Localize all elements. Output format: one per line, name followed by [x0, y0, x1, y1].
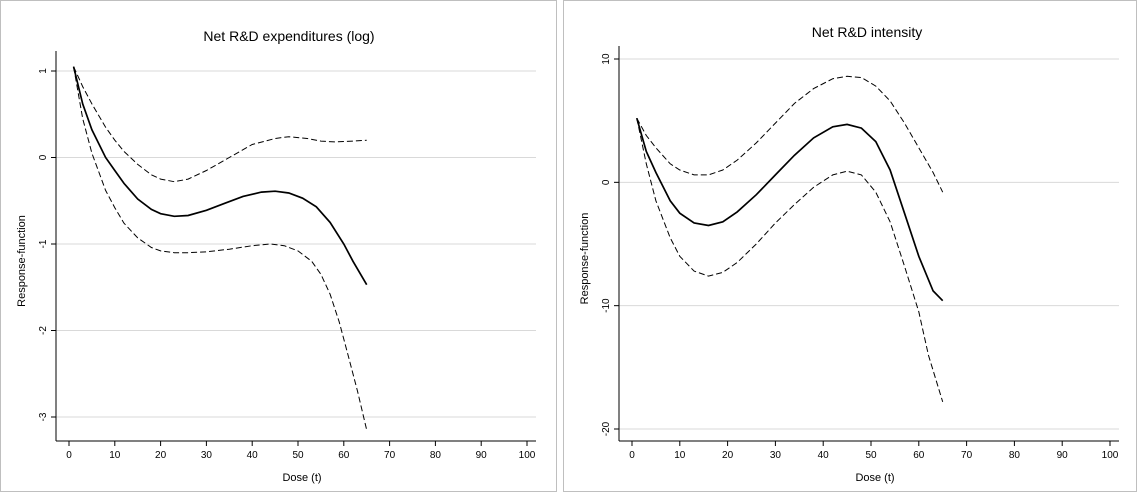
chart-title: Net R&D expenditures (log) [203, 28, 374, 44]
y-tick-label: 10 [601, 53, 612, 65]
x-tick-label: 50 [292, 450, 304, 461]
y-axis-label: Response-function [16, 215, 28, 307]
x-axis-label: Dose (t) [282, 472, 321, 484]
y-tick-label: -3 [38, 412, 49, 421]
x-tick-label: 20 [722, 450, 734, 461]
upper-ci-line [636, 75, 944, 193]
chart-left: Net R&D expenditures (log)10-1-2-30 10 20 3… [16, 28, 536, 484]
x-axis-label: Dose (t) [855, 472, 894, 484]
estimate-line [72, 66, 368, 286]
x-tick-label: 10 [109, 450, 121, 461]
x-tick-label: 30 [770, 450, 782, 461]
y-tick-label: -1 [38, 239, 49, 248]
x-tick-label: 60 [913, 450, 925, 461]
x-tick-label: 0 [66, 450, 72, 461]
y-tick-label: 1 [38, 68, 49, 74]
x-tick-label: 80 [1009, 450, 1021, 461]
x-tick-label: 30 [201, 450, 213, 461]
x-tick-label: 10 [674, 450, 686, 461]
chart-panel-right: Net R&D intensity 10 0 -10 -20 0 10 20 30 40 50 60 7… [563, 0, 1137, 492]
y-tick-label: 0 [38, 154, 49, 160]
x-tick-label: 100 [1102, 450, 1119, 461]
y-tick-label: 0 [601, 179, 612, 185]
x-tick-label: 80 [430, 450, 442, 461]
x-tick-label: 90 [476, 450, 488, 461]
lower-ci-line [73, 66, 368, 431]
x-tick-label: 0 [629, 450, 635, 461]
x-tick-label: 40 [818, 450, 830, 461]
x-tick-label: 40 [247, 450, 259, 461]
chart-title: Net R&D intensity [812, 24, 922, 40]
upper-ci-line [73, 66, 367, 183]
x-tick-label: 90 [1057, 450, 1069, 461]
y-tick-label: -20 [601, 421, 612, 436]
y-axis-label: Response-function [579, 213, 591, 305]
x-tick-label: 100 [519, 450, 536, 461]
estimate-line [635, 117, 944, 302]
y-tick-label: -2 [38, 326, 49, 335]
x-tick-label: 20 [155, 450, 167, 461]
x-tick-label: 60 [338, 450, 350, 461]
lower-ci-line [636, 118, 944, 403]
chart-panel-left: Net R&D expenditures (log) 1 0 -1 -2 -3 0 10 20 3… [0, 0, 557, 492]
x-tick-label: 50 [865, 450, 877, 461]
x-tick-label: 70 [384, 450, 396, 461]
y-tick-label: -10 [601, 298, 612, 313]
x-tick-label: 70 [961, 450, 973, 461]
